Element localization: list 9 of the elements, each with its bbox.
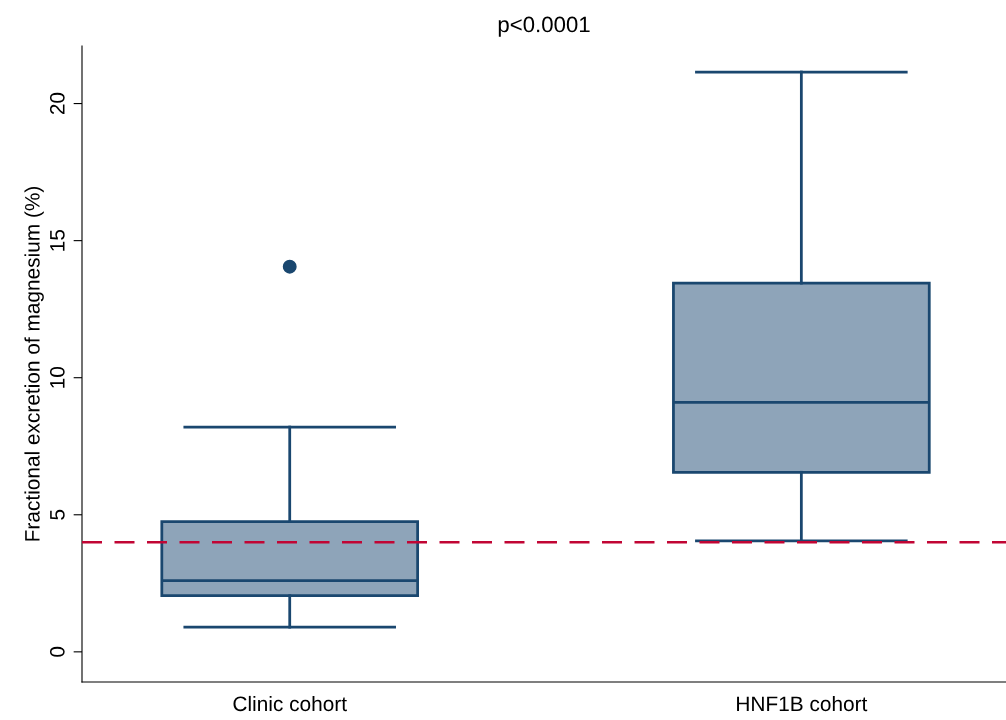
y-tick-label: 20 [49,92,65,115]
y-tick-label: 10 [49,366,65,388]
x-tick-label: HNF1B cohort [737,695,868,712]
chart-title: p<0.0001 [498,16,590,37]
y-tick-label: 0 [49,646,65,657]
x-tick-label: Clinic cohort [233,695,347,712]
y-axis-title: Fractional excretion of magnesium (%) [24,186,44,541]
y-tick-label: 5 [50,509,65,520]
y-tick-label: 15 [50,229,65,251]
